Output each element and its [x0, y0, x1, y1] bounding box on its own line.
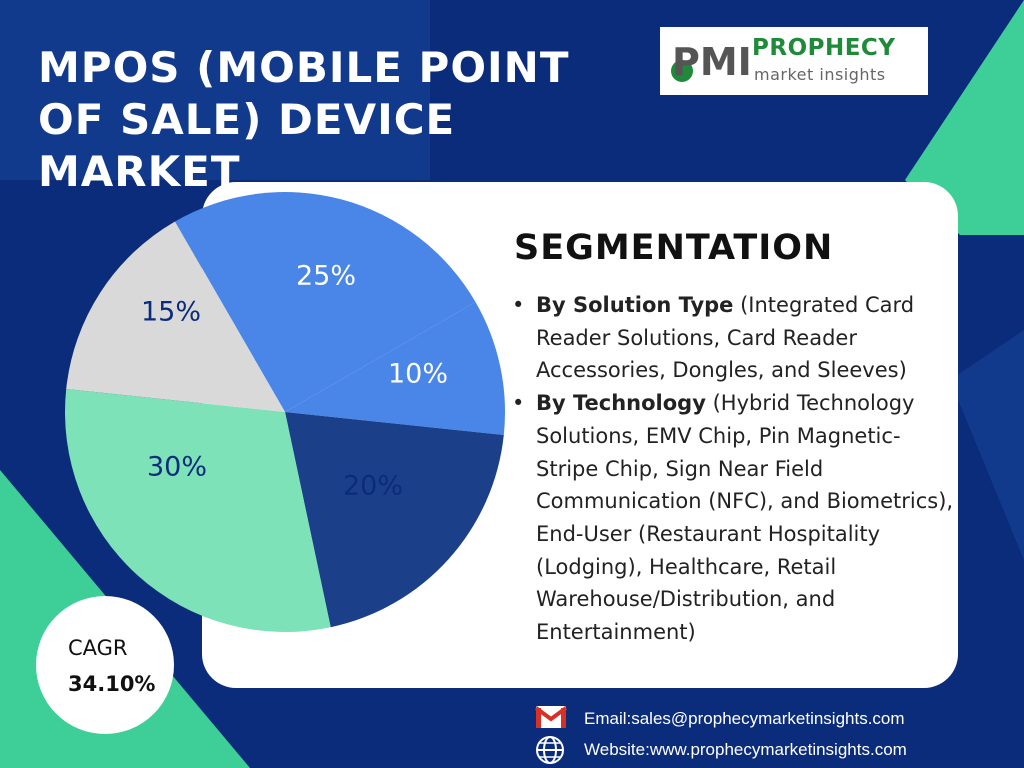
segment-item: By Solution Type (Integrated Card Reader…	[508, 289, 954, 387]
segment-label: By Technology	[536, 391, 706, 416]
pie-data-label: 30%	[147, 452, 207, 483]
cagr-label: CAGR	[68, 636, 128, 660]
segmentation-heading: SEGMENTATION	[514, 228, 834, 268]
logo-mark: PMI	[672, 40, 752, 84]
company-logo: PMI PROPHECY market insights	[660, 27, 928, 95]
contact-website[interactable]: Website:www.prophecymarketinsights.com	[584, 740, 907, 759]
pie-slice	[285, 302, 506, 435]
contact-email[interactable]: Email:sales@prophecymarketinsights.com	[584, 709, 905, 728]
pie-slice	[66, 221, 285, 412]
pie-slice	[285, 412, 504, 628]
segment-item: By Technology (Hybrid Technology Solutio…	[508, 387, 954, 649]
segment-text: (Integrated Card Reader Solutions, Card …	[536, 293, 915, 383]
pie-data-label: 25%	[296, 261, 356, 292]
gmail-icon	[535, 706, 567, 728]
logo-name: PROPHECY	[752, 35, 896, 61]
pie-data-label: 20%	[343, 471, 403, 502]
cagr-value: 34.10%	[68, 672, 156, 696]
pie-data-label: 15%	[141, 297, 201, 328]
pmi-logo-icon: PMI	[671, 40, 752, 84]
segment-label: By Solution Type	[536, 293, 734, 317]
pie-slice	[175, 192, 476, 412]
segment-text: (Hybrid Technology Solutions, EMV Chip, …	[536, 391, 954, 645]
globe-icon	[536, 736, 564, 764]
pie-data-label: 10%	[388, 359, 448, 390]
segmentation-list: By Solution Type (Integrated Card Reader…	[508, 289, 954, 649]
page-title: MPOS (MOBILE POINT OF SALE) DEVICE MARKE…	[38, 43, 570, 196]
cagr-badge: CAGR 34.10%	[36, 596, 174, 734]
logo-tagline: market insights	[754, 65, 886, 84]
pie-slice	[64, 389, 331, 633]
